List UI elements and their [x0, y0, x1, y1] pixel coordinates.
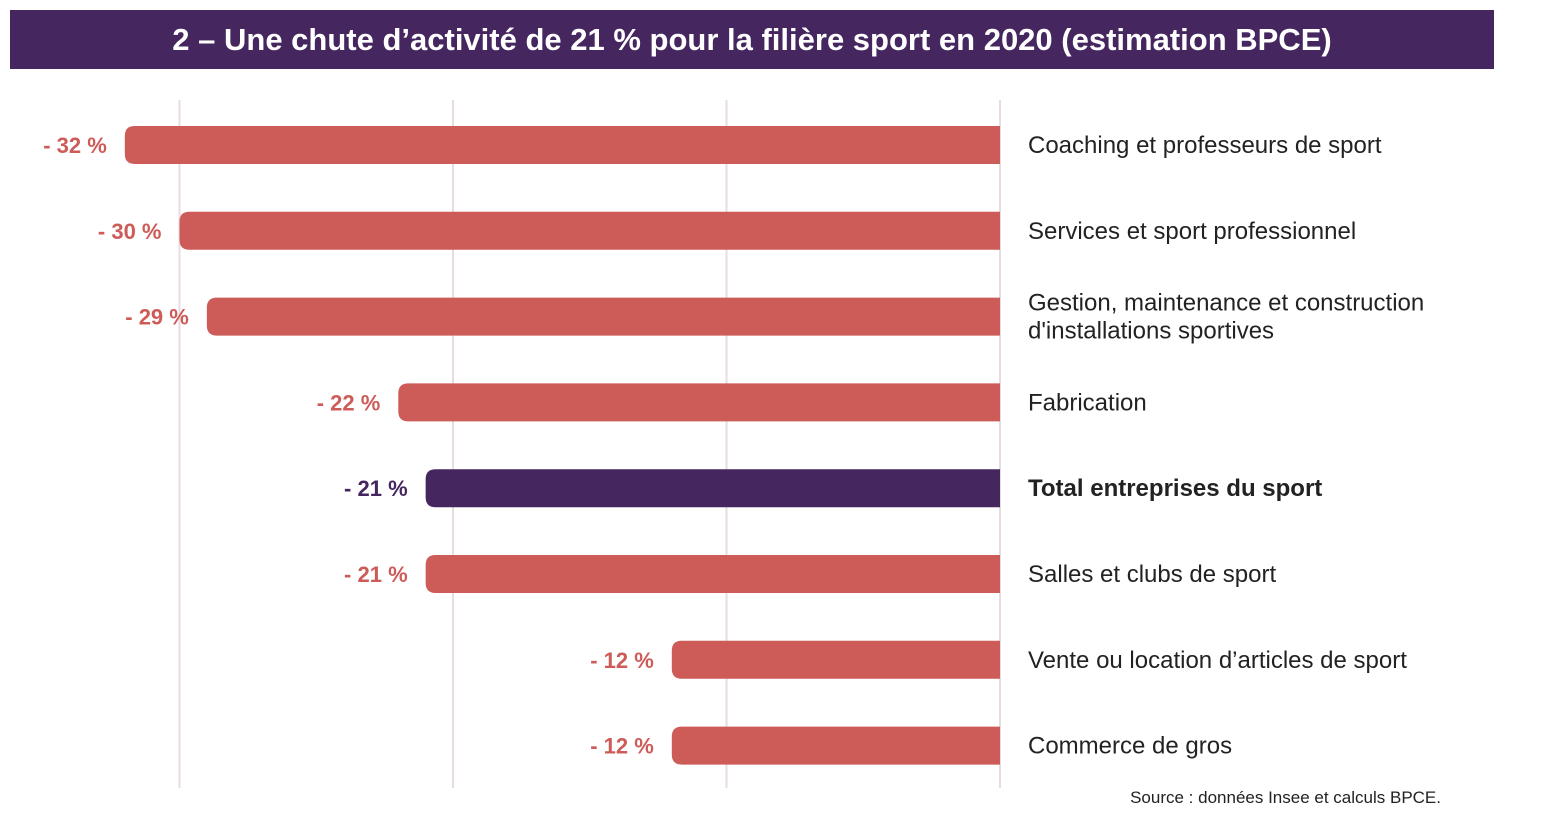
data-label: - 32 %: [43, 133, 107, 158]
data-label: - 12 %: [590, 734, 654, 759]
bar: [425, 555, 1000, 593]
chart-title: 2 – Une chute d’activité de 21 % pour la…: [10, 10, 1494, 69]
category-label: Gestion, maintenance et construction d'in…: [1028, 290, 1424, 345]
bar: [179, 211, 1000, 250]
data-label: - 29 %: [125, 305, 189, 330]
bar: [425, 469, 1000, 508]
category-label: Services et sport professionnel: [1028, 218, 1356, 245]
category-label: Total entreprises du sport: [1028, 475, 1322, 502]
category-label: Vente ou location d’articles de sport: [1028, 647, 1407, 674]
data-label: - 21 %: [344, 476, 408, 501]
category-label: Fabrication: [1028, 389, 1147, 416]
category-label: Commerce de gros: [1028, 733, 1232, 760]
data-label: - 30 %: [98, 219, 162, 244]
bar: [206, 297, 1001, 336]
bar: [124, 126, 1001, 164]
source-note: Source : données Insee et calculs BPCE.: [1130, 788, 1441, 807]
category-label: Coaching et professeurs de sport: [1028, 132, 1382, 159]
data-label: - 12 %: [590, 648, 654, 673]
bar: [671, 640, 1000, 679]
bar: [671, 726, 1000, 765]
bar: [398, 383, 1000, 422]
category-label: Salles et clubs de sport: [1028, 561, 1276, 588]
data-label: - 22 %: [317, 390, 381, 415]
data-label: - 21 %: [344, 562, 408, 587]
